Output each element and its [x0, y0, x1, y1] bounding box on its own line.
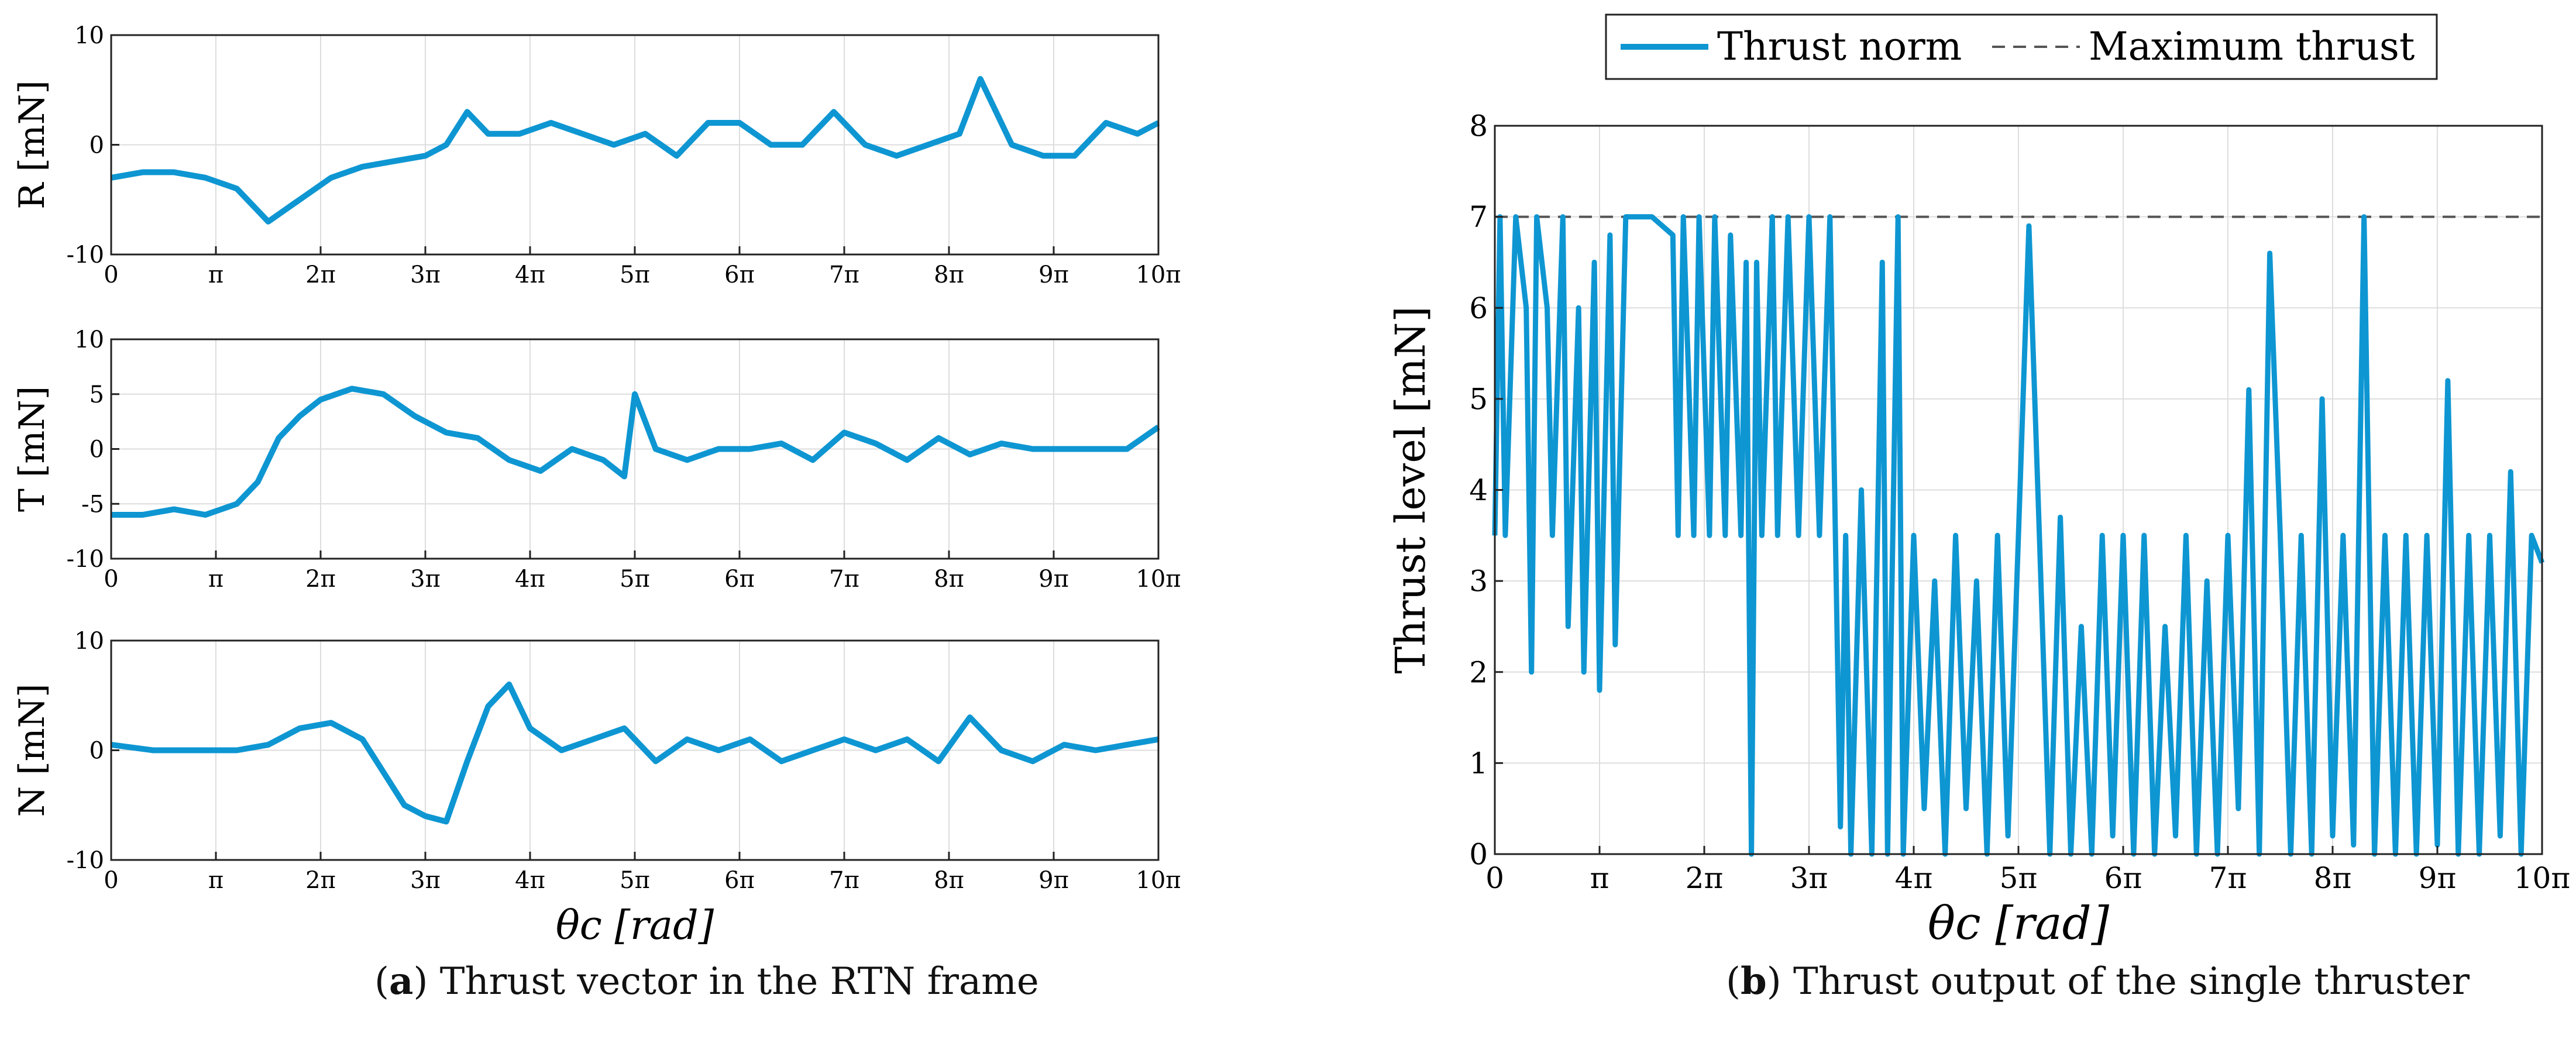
caption-a-label: a: [388, 959, 414, 1003]
x-tick-label: 7π: [2209, 861, 2247, 895]
x-tick-label: 2π: [305, 867, 336, 894]
y-tick-label: 6: [1469, 291, 1488, 325]
x-tick-label: π: [208, 867, 223, 894]
x-tick-label: 10π: [1136, 867, 1181, 894]
x-tick-label: 3π: [410, 566, 441, 593]
caption-a: (a) Thrust vector in the RTN frame: [374, 959, 1039, 1003]
caption-a-text: Thrust vector in the RTN frame: [439, 960, 1039, 1003]
y-axis-label: R [mN]: [12, 80, 53, 209]
x-tick-label: 9π: [1038, 261, 1069, 288]
series-line: [111, 386, 1160, 518]
legend-label-max-thrust: Maximum thrust: [2089, 24, 2415, 69]
x-tick-label: 3π: [410, 867, 441, 894]
x-tick-label: 0: [104, 261, 118, 288]
x-tick-label: 6π: [2104, 861, 2142, 895]
x-axis-label: θc [rad]: [556, 903, 714, 949]
t-component-chart: 0 π 2π 3π 4π 5π 6π 7π 8π 9π 10π -10 -5 0 5 10 T [mN]: [12, 326, 1181, 593]
x-tick-label: π: [208, 566, 223, 593]
x-tick-label: 6π: [724, 867, 755, 894]
y-tick-label: -5: [81, 491, 104, 518]
x-tick-label: 7π: [829, 867, 859, 894]
x-tick-label: 9π: [2419, 861, 2457, 895]
y-axis-label: T [mN]: [12, 386, 53, 512]
y-tick-label: -10: [67, 847, 104, 874]
x-tick-label: 2π: [305, 261, 336, 288]
y-tick-label: -10: [67, 546, 104, 573]
y-tick-label: 7: [1469, 200, 1488, 234]
x-tick-label: 4π: [515, 566, 545, 593]
x-tick-label: 5π: [620, 261, 650, 288]
x-tick-label: 7π: [829, 566, 859, 593]
x-tick-label: 2π: [1686, 861, 1724, 895]
x-tick-label: 4π: [1895, 861, 1933, 895]
caption-b-label: b: [1740, 959, 1767, 1003]
x-tick-label: 8π: [934, 566, 964, 593]
series-line: [111, 682, 1159, 825]
x-tick-label: 3π: [410, 261, 441, 288]
y-tick-label: 1: [1469, 746, 1488, 780]
y-tick-label: 0: [90, 436, 104, 463]
y-tick-label: 10: [74, 628, 104, 655]
x-tick-label: 6π: [724, 566, 755, 593]
y-tick-label: -10: [67, 242, 104, 269]
y-tick-label: 3: [1469, 565, 1488, 598]
y-tick-label: 5: [90, 381, 104, 408]
x-axis-label: θc [rad]: [1928, 897, 2110, 950]
x-tick-label: 8π: [2314, 861, 2352, 895]
x-tick-label: 0: [104, 566, 118, 593]
legend-label-thrust-norm: Thrust norm: [1717, 24, 1962, 69]
x-tick-label: 2π: [305, 566, 336, 593]
x-tick-label: 0: [104, 867, 118, 894]
x-tick-label: 7π: [829, 261, 859, 288]
caption-b: (b) Thrust output of the single thruster: [1726, 959, 2470, 1003]
x-tick-label: 9π: [1038, 566, 1069, 593]
y-tick-label: 0: [90, 132, 104, 159]
thrust-level-chart: 0 π 2π 3π 4π 5π 6π 7π 8π 9π 10π 0 1 2 3 4 5 6 7 8 Thrust lev…: [1387, 13, 2570, 950]
x-tick-label: 8π: [934, 261, 964, 288]
y-tick-label: 8: [1469, 109, 1488, 143]
x-tick-label: 5π: [620, 566, 650, 593]
x-tick-label: 6π: [724, 261, 755, 288]
y-tick-label: 10: [74, 326, 104, 353]
y-axis-label: N [mN]: [12, 684, 53, 817]
y-tick-label: 2: [1469, 655, 1488, 689]
x-tick-label: 8π: [934, 867, 964, 894]
x-tick-label: 0: [1485, 861, 1504, 895]
x-tick-label: 5π: [620, 867, 650, 894]
y-tick-label: 0: [1469, 838, 1488, 872]
x-tick-label: 3π: [1790, 861, 1828, 895]
x-tick-label: 4π: [515, 261, 545, 288]
caption-b-text: Thrust output of the single thruster: [1793, 960, 2470, 1003]
y-axis-label: Thrust level [mN]: [1387, 306, 1435, 673]
series-line: [111, 76, 1160, 225]
y-tick-label: 5: [1469, 382, 1488, 416]
x-tick-label: π: [208, 261, 223, 288]
series-line: [1492, 214, 2545, 857]
x-tick-label: π: [1590, 861, 1609, 895]
x-tick-label: 5π: [2000, 861, 2038, 895]
x-tick-label: 4π: [515, 867, 545, 894]
y-tick-label: 0: [90, 738, 104, 765]
x-tick-label: 9π: [1038, 867, 1069, 894]
y-tick-label: 4: [1469, 473, 1488, 507]
x-tick-label: 10π: [1136, 261, 1181, 288]
x-tick-label: 10π: [2514, 861, 2570, 895]
y-tick-label: 10: [74, 22, 104, 49]
x-tick-label: 10π: [1136, 566, 1181, 593]
